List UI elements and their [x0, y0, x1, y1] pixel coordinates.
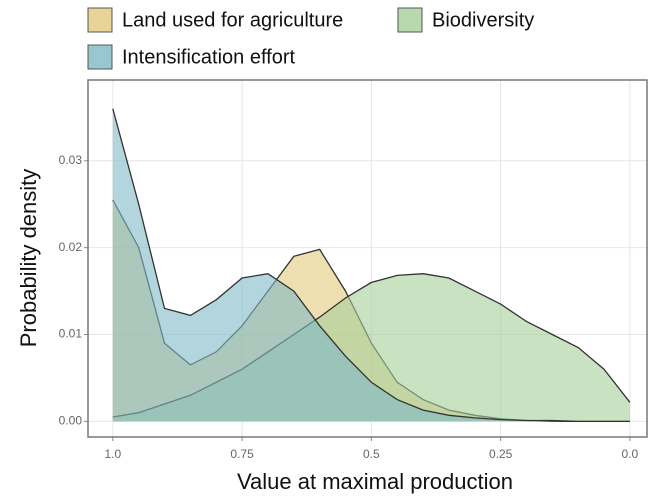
x-tick-label: 0.0 — [622, 447, 639, 461]
y-tick-label: 0.01 — [59, 327, 83, 341]
x-tick-label: 0.5 — [363, 447, 380, 461]
legend: Land used for agriculture Biodiversity Int… — [87, 7, 534, 70]
y-tick-label: 0.00 — [59, 414, 83, 428]
legend-label: Intensification effort — [122, 46, 296, 68]
y-axis-title: Probability density — [16, 169, 41, 348]
legend-swatch — [87, 44, 113, 70]
legend-swatch — [87, 7, 113, 33]
y-tick-label: 0.02 — [59, 240, 83, 254]
x-tick-label: 1.0 — [104, 447, 121, 461]
x-tick-label: 0.75 — [230, 447, 254, 461]
legend-label: Biodiversity — [432, 9, 534, 31]
x-axis-title: Value at maximal production — [237, 469, 513, 494]
density-line — [112, 108, 630, 423]
x-tick-label: 0.25 — [489, 447, 513, 461]
y-tick-label: 0.03 — [59, 153, 83, 167]
density-area — [112, 108, 630, 422]
legend-label: Land used for agriculture — [122, 9, 343, 31]
legend-swatch — [397, 7, 423, 33]
plot-border — [87, 79, 648, 438]
